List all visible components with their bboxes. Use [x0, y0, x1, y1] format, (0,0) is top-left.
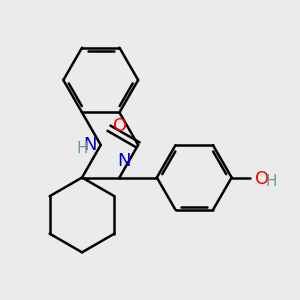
Text: H: H — [265, 174, 277, 189]
Text: O: O — [113, 117, 128, 135]
Text: N: N — [117, 152, 131, 170]
Text: O: O — [255, 170, 269, 188]
Text: N: N — [83, 136, 96, 154]
Text: H: H — [76, 141, 88, 156]
